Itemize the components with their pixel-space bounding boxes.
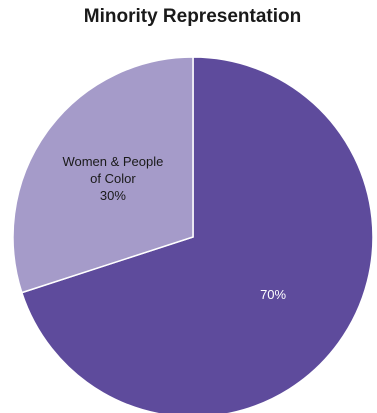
pie-slice-label-2: Women & People of Color 30% <box>62 154 163 203</box>
pie-slices <box>12 56 374 413</box>
pie-slice-label-1: 70% <box>260 287 286 302</box>
pie-labels: 70% Women & People of Color 30% <box>62 154 286 302</box>
chart-title: Minority Representation <box>83 6 302 27</box>
pie-slice-1 <box>20 56 374 413</box>
pie-slice-2 <box>12 56 194 294</box>
